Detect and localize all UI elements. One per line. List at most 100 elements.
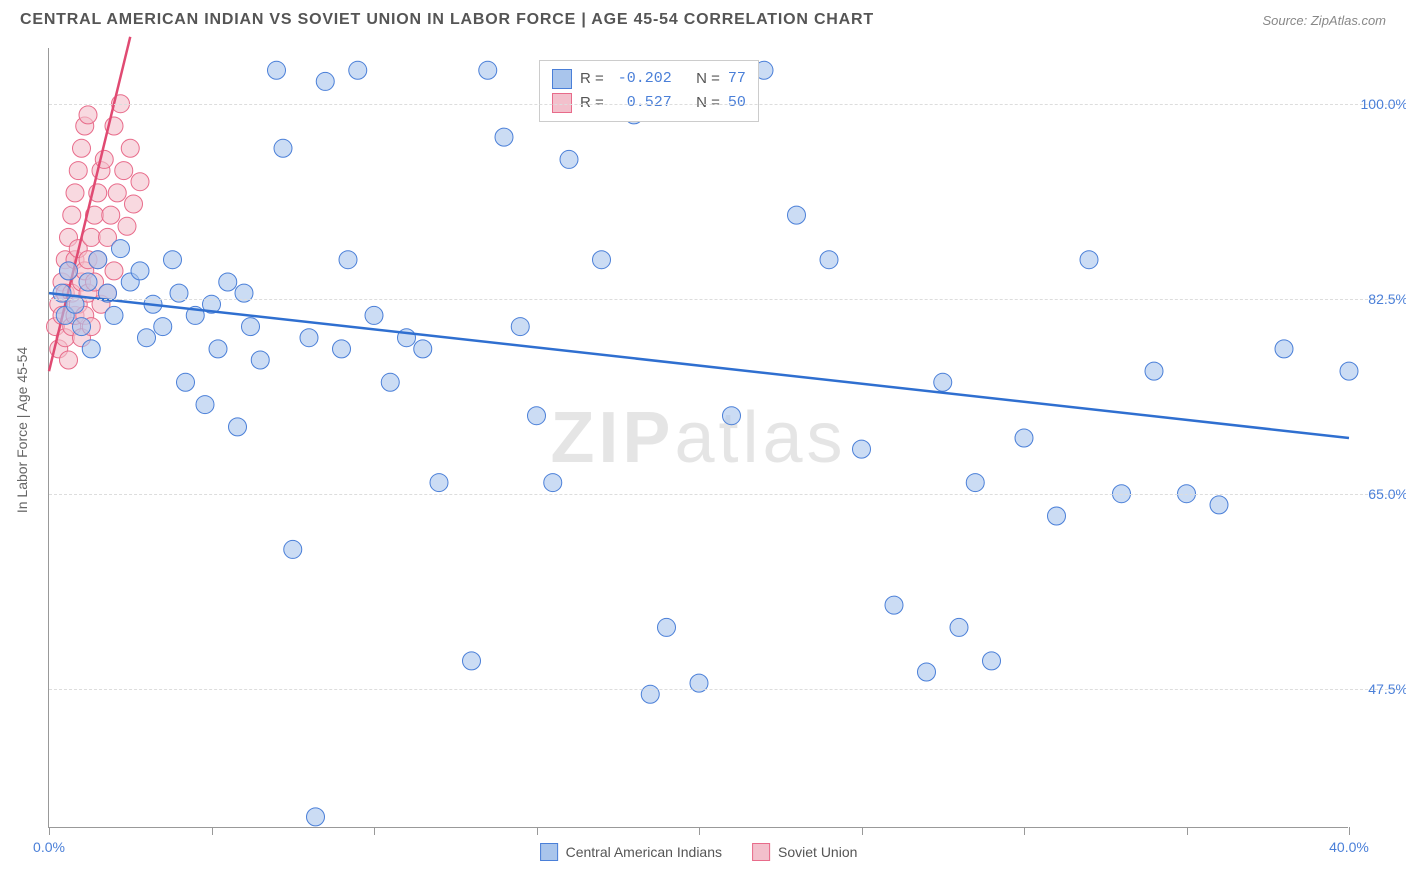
soviet-point <box>79 106 97 124</box>
soviet-point <box>121 139 139 157</box>
central-american-point <box>196 396 214 414</box>
gridline <box>49 494 1398 495</box>
x-axis-min-label: 0.0% <box>33 839 65 855</box>
x-axis-max-label: 40.0% <box>1329 839 1369 855</box>
central-american-point <box>284 540 302 558</box>
central-american-point <box>112 240 130 258</box>
central-american-point <box>105 306 123 324</box>
central-american-point <box>365 306 383 324</box>
central-american-point <box>381 373 399 391</box>
central-american-point <box>430 474 448 492</box>
y-axis-label: In Labor Force | Age 45-54 <box>14 347 30 513</box>
x-tick <box>1349 827 1350 835</box>
central-american-point <box>307 808 325 826</box>
x-tick <box>699 827 700 835</box>
soviet-point <box>66 184 84 202</box>
central-american-point <box>1340 362 1358 380</box>
central-american-point <box>1048 507 1066 525</box>
central-american-point <box>1145 362 1163 380</box>
legend-item: Soviet Union <box>752 843 857 861</box>
central-american-point <box>983 652 1001 670</box>
central-american-point <box>788 206 806 224</box>
chart-title: CENTRAL AMERICAN INDIAN VS SOVIET UNION … <box>20 11 874 29</box>
x-tick <box>374 827 375 835</box>
central-american-point <box>885 596 903 614</box>
plot-area: ZIPatlas R =-0.202 N =77R =0.527 N =50 C… <box>48 48 1348 828</box>
central-american-point <box>1080 251 1098 269</box>
central-american-point <box>333 340 351 358</box>
central-american-point <box>229 418 247 436</box>
central-american-point <box>209 340 227 358</box>
title-bar: CENTRAL AMERICAN INDIAN VS SOVIET UNION … <box>0 0 1406 40</box>
central-american-point <box>268 61 286 79</box>
central-american-point <box>60 262 78 280</box>
central-american-point <box>1015 429 1033 447</box>
y-tick-label: 47.5% <box>1368 681 1406 697</box>
central-american-point <box>73 318 91 336</box>
y-tick-label: 82.5% <box>1368 291 1406 307</box>
x-tick <box>1187 827 1188 835</box>
stats-row: R =-0.202 N =77 <box>552 67 746 91</box>
central-american-point <box>820 251 838 269</box>
soviet-point <box>69 162 87 180</box>
central-american-point <box>164 251 182 269</box>
x-tick <box>49 827 50 835</box>
central-american-point <box>966 474 984 492</box>
stat-n-label: N = <box>696 67 720 91</box>
chart-container: CENTRAL AMERICAN INDIAN VS SOVIET UNION … <box>0 0 1406 892</box>
y-tick-label: 65.0% <box>1368 486 1406 502</box>
legend-swatch <box>540 843 558 861</box>
central-american-point <box>339 251 357 269</box>
central-american-point <box>723 407 741 425</box>
y-tick-label: 100.0% <box>1361 96 1406 112</box>
central-american-point <box>479 61 497 79</box>
central-american-point <box>131 262 149 280</box>
central-american-point <box>316 72 334 90</box>
central-american-point <box>918 663 936 681</box>
central-american-point <box>79 273 97 291</box>
central-american-point <box>414 340 432 358</box>
central-american-point <box>463 652 481 670</box>
soviet-point <box>60 351 78 369</box>
central-american-point <box>242 318 260 336</box>
gridline <box>49 689 1398 690</box>
central-american-point <box>1210 496 1228 514</box>
central-american-point <box>274 139 292 157</box>
soviet-point <box>125 195 143 213</box>
central-american-point <box>511 318 529 336</box>
central-american-point <box>138 329 156 347</box>
x-tick <box>212 827 213 835</box>
central-american-point <box>934 373 952 391</box>
legend-label: Central American Indians <box>566 844 722 860</box>
x-tick <box>1024 827 1025 835</box>
central-american-point <box>560 150 578 168</box>
soviet-point <box>73 139 91 157</box>
scatter-svg <box>49 48 1348 827</box>
soviet-point <box>131 173 149 191</box>
central-american-point <box>251 351 269 369</box>
soviet-point <box>105 262 123 280</box>
x-tick <box>862 827 863 835</box>
soviet-point <box>63 206 81 224</box>
central-american-point <box>528 407 546 425</box>
gridline <box>49 104 1398 105</box>
central-american-point <box>82 340 100 358</box>
legend-bottom: Central American Indians Soviet Union <box>540 843 858 861</box>
central-american-point <box>219 273 237 291</box>
x-tick <box>537 827 538 835</box>
stat-r-label: R = <box>580 67 604 91</box>
legend-swatch <box>752 843 770 861</box>
central-american-point <box>1275 340 1293 358</box>
central-american-point <box>89 251 107 269</box>
central-american-point <box>593 251 611 269</box>
soviet-point <box>118 217 136 235</box>
soviet-point <box>82 228 100 246</box>
soviet-point <box>115 162 133 180</box>
legend-item: Central American Indians <box>540 843 722 861</box>
stats-swatch <box>552 69 572 89</box>
gridline <box>49 299 1398 300</box>
stats-legend-box: R =-0.202 N =77R =0.527 N =50 <box>539 60 759 122</box>
central-american-point <box>177 373 195 391</box>
central-american-point <box>154 318 172 336</box>
central-american-point <box>853 440 871 458</box>
